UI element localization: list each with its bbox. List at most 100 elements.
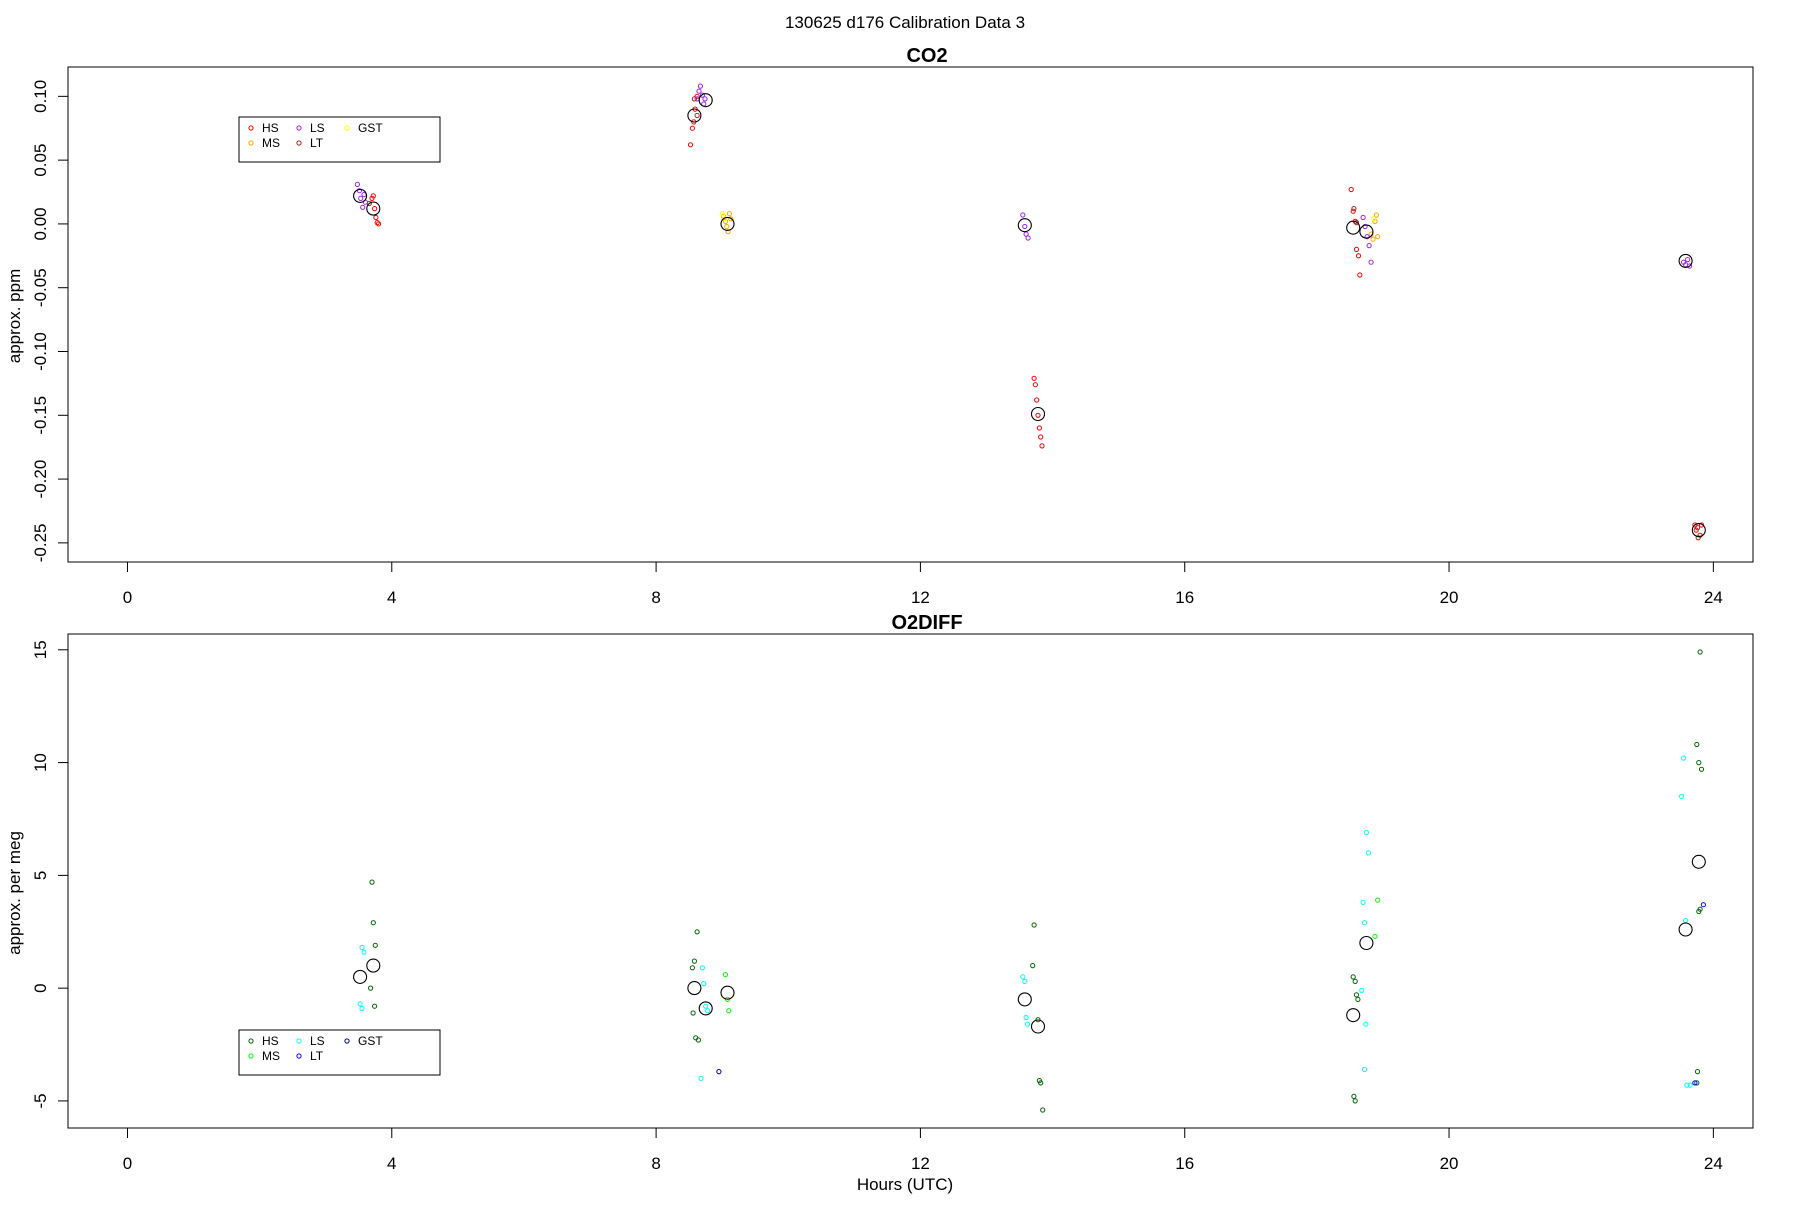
- co2-point-hs: [1350, 208, 1356, 214]
- co2-point-ms: [728, 216, 734, 222]
- co2-x-tick-label: 24: [1704, 588, 1723, 607]
- o2diff-legend-marker: [296, 1038, 302, 1044]
- o2diff-point-ms: [726, 1008, 732, 1014]
- co2-x-tick-label: 8: [651, 588, 660, 607]
- co2-legend-label: HS: [262, 121, 279, 135]
- co2-y-tick-label: -0.20: [31, 460, 50, 499]
- o2diff-point-ls: [1022, 978, 1028, 985]
- o2diff-y-tick-label: -5: [31, 1093, 50, 1108]
- o2diff-legend-label: HS: [262, 1034, 279, 1048]
- figure-title: 130625 d176 Calibration Data 3: [785, 13, 1025, 32]
- co2-point-ms: [1370, 236, 1376, 242]
- o2diff-point-ls: [1363, 829, 1370, 836]
- o2diff-point-ls: [1023, 1014, 1029, 1021]
- o2diff-x-tick-label: 24: [1704, 1154, 1723, 1173]
- o2diff-point-ls: [359, 1005, 365, 1012]
- co2-point-hs: [1692, 522, 1698, 528]
- co2-y-tick-label: 0.10: [31, 80, 50, 113]
- o2diff-y-tick-label: 0: [31, 983, 50, 992]
- o2diff-x-tick-label: 8: [651, 1154, 660, 1173]
- co2-legend-marker: [296, 125, 302, 131]
- o2diff-point-ls: [701, 981, 707, 987]
- co2-x-tick-label: 20: [1440, 588, 1459, 607]
- o2diff-legend-label: MS: [262, 1049, 280, 1063]
- co2-legend-box: [238, 116, 441, 163]
- co2-legend-label: LS: [310, 121, 325, 135]
- co2-y-tick-label: 0.05: [31, 144, 50, 177]
- o2diff-x-axis: 0 4 8 12 16 20 24: [123, 1127, 1723, 1173]
- co2-point-lt: [366, 200, 372, 207]
- o2diff-point-mean: [698, 1001, 713, 1016]
- co2-point-ls: [1366, 243, 1372, 249]
- o2diff-point-hs: [1697, 649, 1703, 655]
- o2diff-point-mean: [353, 969, 368, 984]
- o2diff-point-hs: [689, 965, 696, 971]
- co2-point-hs: [1357, 272, 1363, 278]
- co2-point-ls: [354, 181, 360, 187]
- o2diff-point-mean: [366, 958, 381, 973]
- o2diff-legend-marker: [248, 1053, 254, 1059]
- o2diff-point-mean: [1346, 1008, 1361, 1023]
- o2diff-point-hs: [1352, 978, 1358, 985]
- co2-point-hs: [374, 220, 380, 226]
- co2-point-mean: [698, 93, 713, 108]
- o2diff-point-lt: [1700, 902, 1707, 908]
- o2diff-point-hs: [1696, 760, 1702, 766]
- co2-point-hs: [373, 214, 379, 221]
- co2-point-hs: [1693, 527, 1699, 533]
- co2-legend-marker: [296, 140, 302, 146]
- co2-point-mean: [366, 201, 381, 216]
- o2diff-point-ls: [1365, 850, 1372, 856]
- co2-point-hs: [370, 193, 376, 199]
- o2diff-point-hs: [368, 985, 374, 991]
- co2-y-axis-label: approx. ppm: [5, 269, 24, 364]
- co2-point-mean: [1359, 224, 1374, 239]
- co2-y-tick-label: -0.15: [31, 396, 50, 435]
- co2-point-ms: [722, 218, 729, 224]
- o2diff-point-hs: [372, 1003, 378, 1009]
- o2diff-x-tick-label: 0: [123, 1154, 132, 1173]
- o2diff-point-ls: [705, 1008, 711, 1014]
- o2diff-y-tick-label: 10: [31, 753, 50, 772]
- o2diff-y-axis-label: approx. per meg: [5, 831, 24, 955]
- o2diff-point-ls: [1359, 987, 1365, 994]
- o2diff-legend-marker: [344, 1038, 350, 1044]
- co2-panel-title: CO2: [906, 45, 947, 67]
- co2-point-mean: [720, 216, 735, 231]
- co2-point-lt: [694, 112, 700, 119]
- o2diff-point-ms: [1375, 897, 1381, 903]
- co2-legend-marker: [248, 125, 254, 131]
- o2diff-point-ls: [1020, 974, 1026, 980]
- co2-point-ms: [726, 211, 733, 217]
- o2diff-y-axis: 15 10 5 0 -5: [31, 640, 69, 1108]
- co2-legend-label: MS: [262, 136, 280, 150]
- o2diff-point-hs: [1697, 906, 1703, 912]
- co2-point-ls: [1685, 257, 1691, 263]
- o2diff-x-axis-label: Hours (UTC): [857, 1175, 953, 1194]
- co2-point-mean: [687, 108, 702, 123]
- co2-point-hs: [1034, 397, 1040, 403]
- o2diff-point-hs: [691, 958, 698, 964]
- o2diff-point-hs: [695, 1037, 702, 1043]
- o2diff-y-tick-label: 5: [31, 871, 50, 880]
- o2diff-point-mean: [720, 985, 735, 1000]
- o2diff-point-hs: [1350, 974, 1356, 980]
- co2-point-ms: [724, 223, 730, 230]
- o2diff-point-hs: [1040, 1107, 1046, 1113]
- co2-point-ms: [725, 229, 731, 235]
- o2diff-points: [353, 649, 1707, 1113]
- o2diff-point-hs: [372, 942, 378, 948]
- o2diff-point-ls: [699, 965, 706, 971]
- co2-point-hs: [1031, 375, 1037, 381]
- co2-panel: CO2 approx. ppm 0 4 8 12 16 20 24 0.10 0.05 0.00…: [5, 45, 1754, 607]
- o2diff-point-hs: [1352, 1098, 1358, 1104]
- co2-point-hs: [1036, 425, 1043, 431]
- o2diff-point-ls: [1024, 1021, 1031, 1027]
- o2diff-point-ls: [1681, 755, 1687, 761]
- o2diff-legend-marker: [296, 1053, 302, 1059]
- co2-point-mean: [1346, 220, 1361, 235]
- co2-y-axis: 0.10 0.05 0.00 -0.05 -0.10 -0.15 -0.20 -0.25: [31, 80, 69, 562]
- co2-point-gst: [719, 211, 725, 217]
- co2-point-ls: [356, 188, 362, 194]
